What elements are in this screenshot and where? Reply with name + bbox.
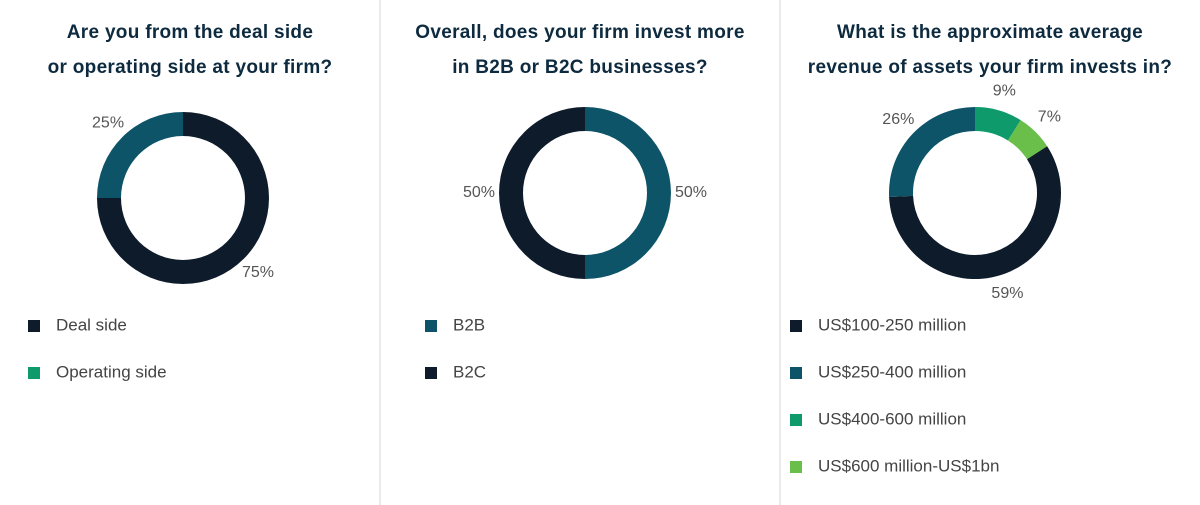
chart-title: Overall, does your firm invest more: [415, 22, 744, 43]
legend-swatch: [790, 367, 802, 379]
legend-swatch: [425, 367, 437, 379]
chart-title: or operating side at your firm?: [48, 57, 333, 78]
donut-slice: [888, 107, 975, 198]
value-label: 9%: [993, 82, 1016, 99]
value-label: 25%: [92, 114, 124, 131]
value-label: 50%: [463, 184, 495, 201]
value-label: 59%: [991, 285, 1023, 302]
legend-label: US$250-400 million: [818, 362, 966, 381]
value-label: 26%: [882, 111, 914, 128]
legend-swatch: [790, 414, 802, 426]
value-label: 50%: [675, 184, 707, 201]
chart-title: in B2B or B2C businesses?: [452, 57, 708, 78]
donut-slice: [975, 107, 1021, 141]
legend-label: Deal side: [56, 315, 127, 334]
legend-label: US$400-600 million: [818, 409, 966, 428]
legend-label: B2B: [453, 315, 485, 334]
value-label: 7%: [1038, 109, 1061, 126]
donut-slice: [889, 146, 1061, 279]
value-label: 75%: [242, 264, 274, 281]
legend-swatch: [790, 461, 802, 473]
donut-slice: [1007, 120, 1048, 160]
chart-title: Are you from the deal side: [67, 22, 313, 43]
legend-swatch: [28, 320, 40, 332]
legend-swatch: [28, 367, 40, 379]
legend-label: US$600 million-US$1bn: [818, 456, 999, 475]
legend-swatch: [425, 320, 437, 332]
legend-label: Operating side: [56, 362, 167, 381]
donut-slice: [585, 107, 671, 279]
donut-slice: [97, 112, 183, 198]
chart-title: revenue of assets your firm invests in?: [808, 57, 1172, 78]
legend-swatch: [790, 320, 802, 332]
donut-slice: [499, 107, 585, 279]
legend-label: B2C: [453, 362, 486, 381]
chart-title: What is the approximate average: [837, 22, 1143, 43]
legend-label: US$100-250 million: [818, 315, 966, 334]
